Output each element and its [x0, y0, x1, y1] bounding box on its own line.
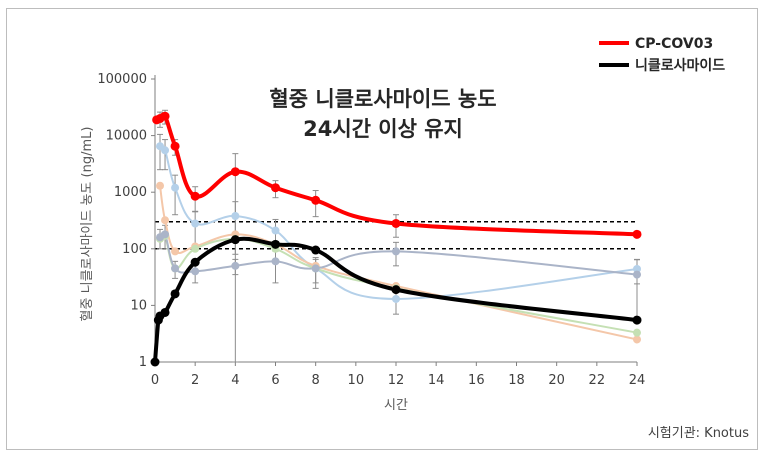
data-point — [191, 267, 200, 276]
data-point — [161, 146, 170, 155]
data-point — [191, 244, 200, 253]
data-point — [161, 216, 170, 225]
x-tick-label: 20 — [548, 373, 565, 388]
data-point — [230, 235, 240, 245]
x-tick-label: 14 — [428, 373, 445, 388]
data-point — [170, 141, 180, 151]
data-point — [170, 289, 180, 299]
series-line-2 — [159, 144, 638, 300]
chart-title-line-2: 24시간 이상 유지 — [303, 117, 463, 141]
y-axis-label: 혈중 니클로사마이드 농도 (ng/mL) — [80, 127, 95, 322]
data-point — [190, 191, 200, 201]
y-tick-label: 100 — [122, 242, 147, 257]
data-point — [161, 230, 170, 239]
data-point — [311, 245, 321, 255]
data-point — [231, 261, 240, 270]
data-point — [171, 247, 180, 256]
x-tick-label: 22 — [589, 373, 606, 388]
data-point — [633, 264, 641, 273]
data-point — [311, 195, 321, 205]
legend: CP-COV03 니클로사마이드 — [599, 36, 725, 74]
data-point — [271, 239, 280, 249]
x-tick-label: 18 — [508, 373, 525, 388]
data-point — [171, 264, 180, 273]
x-tick-label: 16 — [468, 373, 485, 388]
data-point — [632, 229, 642, 239]
data-point — [231, 211, 240, 220]
data-point — [632, 315, 642, 325]
series-lines — [153, 112, 639, 364]
y-tick-label: 1000 — [114, 185, 147, 200]
x-tick-label: 24 — [629, 373, 646, 388]
data-point — [190, 257, 200, 267]
data-point — [230, 167, 240, 177]
legend-label-cp-cov03: CP-COV03 — [635, 36, 713, 52]
data-point — [392, 294, 400, 303]
data-point — [391, 285, 401, 295]
data-point — [391, 218, 401, 228]
source-text: 시험기관: Knotus — [648, 426, 749, 441]
data-point — [191, 219, 200, 228]
data-point — [160, 111, 170, 121]
x-axis-label: 시간 — [384, 398, 408, 413]
data-point — [156, 181, 165, 190]
y-tick-label: 10 — [130, 298, 147, 313]
x-tick-label: 0 — [151, 373, 159, 388]
x-tick-label: 12 — [388, 373, 405, 388]
x-tick-label: 10 — [348, 373, 365, 388]
chart-frame: 1 10 100 1000 10000 100000 0 2 4 6 8 10 12 14 16 18 20 22… — [6, 8, 758, 450]
data-point — [311, 264, 320, 273]
data-point — [271, 257, 280, 266]
series-line-3 — [159, 184, 638, 341]
data-point — [392, 247, 400, 256]
data-point — [271, 226, 280, 235]
series-points — [150, 111, 642, 367]
legend-label-niclosamide: 니클로사마이드 — [635, 57, 725, 74]
series-line-5 — [159, 231, 638, 276]
y-tick-label: 100000 — [97, 72, 147, 87]
x-tick-label: 8 — [312, 373, 320, 388]
data-point — [633, 328, 641, 337]
data-point — [271, 183, 280, 193]
data-point — [160, 307, 170, 317]
chart-title-line-1: 혈중 니클로사마이드 농도 — [269, 87, 496, 111]
data-point — [171, 183, 180, 192]
data-point — [633, 270, 641, 279]
y-tick-label: 1 — [139, 355, 147, 370]
data-point — [150, 357, 160, 367]
x-tick-label: 6 — [271, 373, 279, 388]
x-tick-label: 4 — [231, 373, 239, 388]
y-tick-label: 10000 — [106, 129, 147, 144]
data-point — [633, 335, 641, 344]
x-tick-label: 2 — [191, 373, 199, 388]
